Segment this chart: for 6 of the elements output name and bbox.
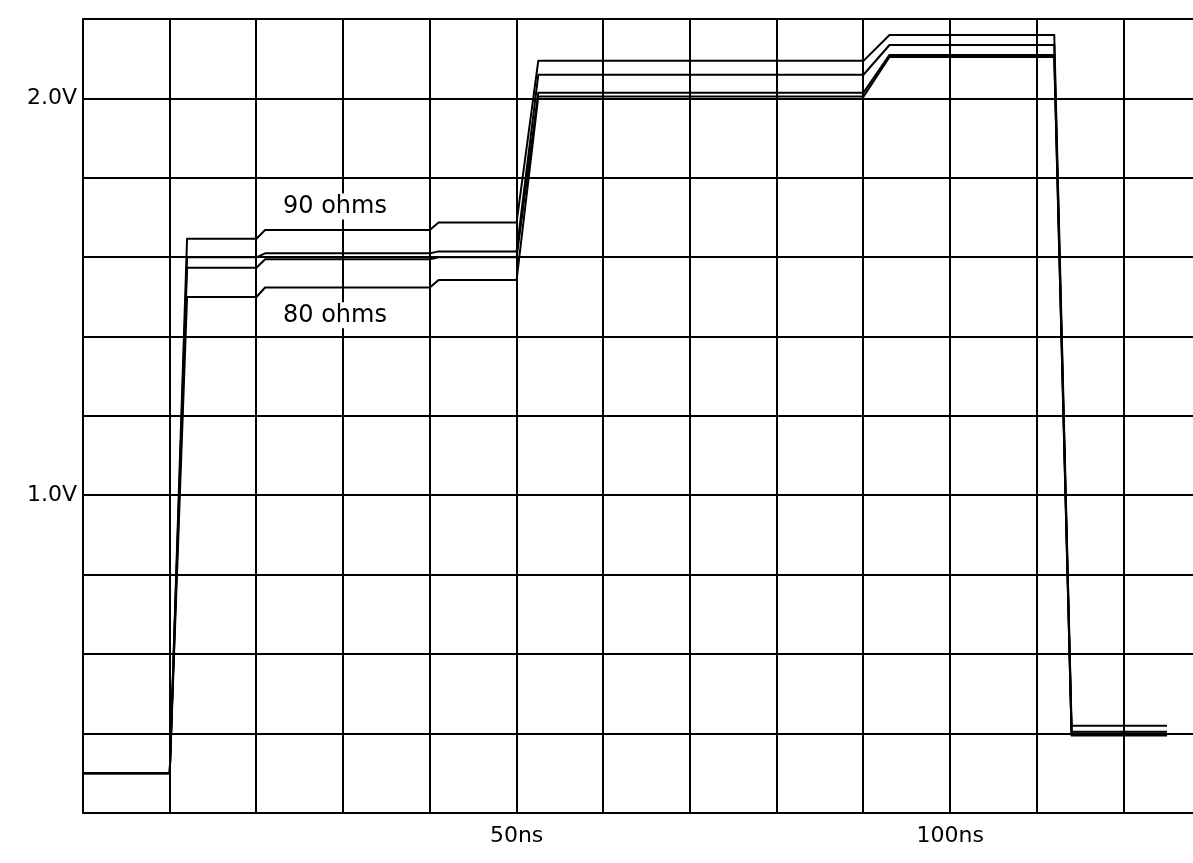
y-tick-label: 2.0V [26, 84, 77, 110]
annotation: 90 ohms [282, 190, 387, 219]
y-tick-label: 1.0V [26, 481, 77, 507]
x-tick-label: 50ns [489, 821, 544, 847]
annotation: 80 ohms [282, 299, 387, 328]
x-tick-label: 100ns [916, 821, 984, 847]
